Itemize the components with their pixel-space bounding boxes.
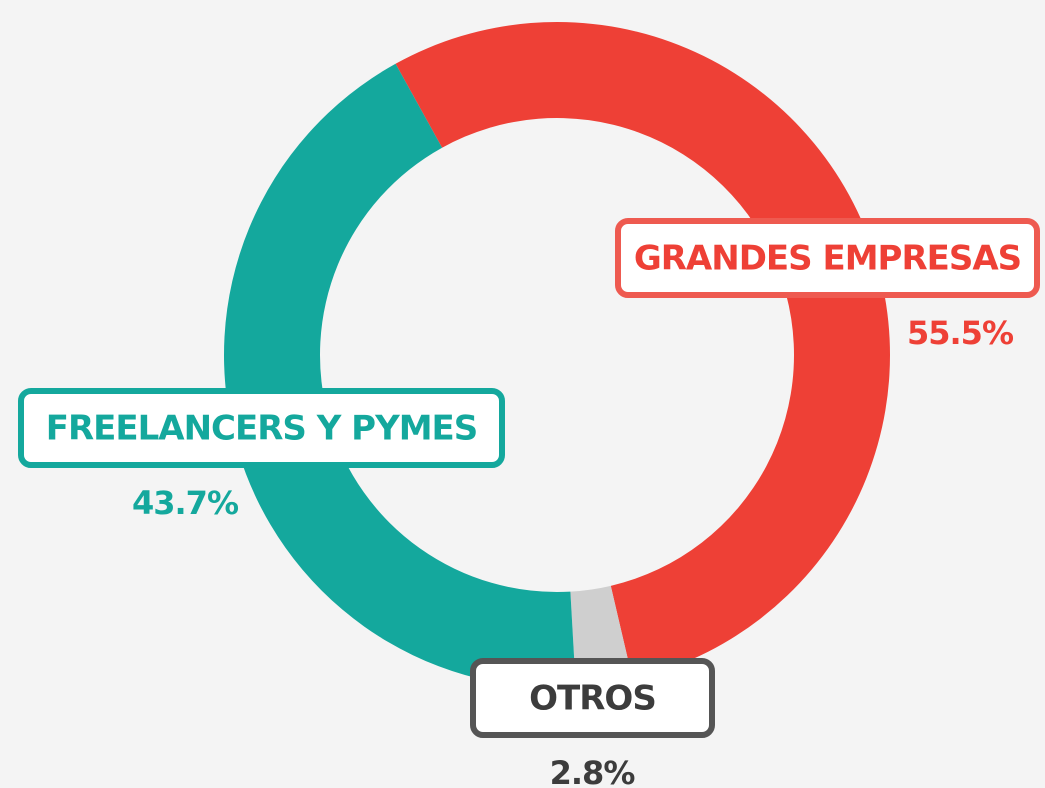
value-label: 55.5% — [907, 314, 1014, 352]
donut-slice — [395, 22, 890, 680]
label-box — [470, 658, 715, 738]
value-label: 2.8% — [550, 754, 636, 788]
label-box — [18, 388, 505, 468]
donut-slice — [223, 63, 576, 688]
value-label: 43.7% — [132, 484, 239, 522]
donut — [223, 22, 890, 688]
labels: GRANDES EMPRESAS 55.5% OTROS 2.8% FREELANCER… — [18, 218, 1040, 788]
category-label: GRANDES EMPRESAS — [634, 239, 1021, 279]
category-label: OTROS — [529, 679, 656, 719]
label-box — [615, 218, 1040, 298]
category-label: FREELANCERS Y PYMES — [46, 409, 478, 449]
